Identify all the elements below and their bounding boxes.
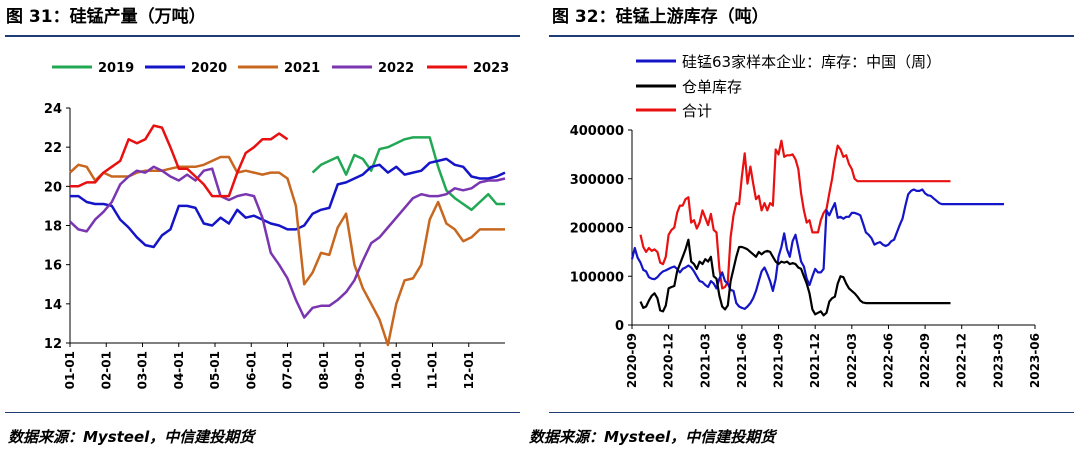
right-x-tick-label: 2023-03	[991, 333, 1005, 388]
right-x-tick-label: 2022-12	[955, 333, 969, 388]
right-y-tick-label: 100000	[570, 270, 624, 285]
right-chart-title: 图 32：硅锰上游库存（吨）	[552, 7, 769, 27]
left-x-tick-label: 06-01	[244, 351, 258, 389]
right-y-tick-label: 400000	[570, 124, 624, 139]
left-legend-label-2020: 2020	[191, 61, 227, 76]
left-y-tick-label: 14	[44, 298, 62, 313]
right-x-tick-label: 2021-09	[772, 333, 786, 388]
left-legend-label-2021: 2021	[284, 61, 320, 76]
right-x-tick-label: 2021-12	[808, 333, 822, 388]
left-y-tick-label: 16	[44, 259, 62, 274]
left-x-tick-label: 10-01	[389, 351, 403, 389]
right-series-line-3	[639, 139, 951, 290]
right-bottom-rule	[549, 412, 1074, 413]
left-y-tick-label: 22	[44, 141, 62, 156]
right-y-tick-label: 0	[615, 319, 624, 334]
right-x-tick-label: 2021-06	[735, 333, 749, 388]
right-legend-label-2: 仓单库存	[682, 78, 742, 96]
left-x-tick-label: 07-01	[281, 351, 295, 389]
right-x-tick-label: 2023-06	[1028, 333, 1042, 388]
right-x-tick-label: 2022-06	[881, 333, 895, 388]
left-series-line-2023	[70, 124, 289, 198]
left-series-line-2020	[70, 157, 506, 249]
right-y-tick-label: 200000	[570, 222, 624, 237]
right-x-tick-label: 2021-03	[698, 333, 712, 388]
left-title-rule	[5, 35, 520, 37]
left-x-tick-label: 09-01	[353, 351, 367, 389]
left-source-note: 数据来源：Mysteel，中信建投期货	[8, 428, 255, 446]
left-y-tick-label: 20	[44, 180, 62, 195]
left-y-tick-label: 18	[44, 220, 62, 235]
left-y-tick-label: 24	[44, 102, 62, 117]
left-x-tick-label: 02-01	[99, 351, 113, 389]
left-chart-title: 图 31：硅锰产量（万吨）	[6, 7, 206, 27]
left-x-tick-label: 01-01	[63, 351, 77, 389]
right-x-tick-label: 2020-12	[662, 333, 676, 388]
right-x-tick-label: 2022-09	[918, 333, 932, 388]
right-legend-label-3: 合计	[682, 102, 712, 120]
left-legend-label-2019: 2019	[98, 61, 134, 76]
left-series-line-2021	[69, 155, 505, 347]
right-x-tick-label: 2022-03	[845, 333, 859, 388]
left-y-tick-label: 12	[44, 337, 62, 352]
right-legend-label-1: 硅锰63家样本企业：库存：中国（周）	[682, 53, 941, 71]
left-x-tick-label: 03-01	[136, 351, 150, 389]
left-x-tick-label: 08-01	[317, 351, 331, 389]
left-series-line-2019	[311, 136, 505, 212]
left-series-line-2022	[69, 165, 506, 319]
left-bottom-rule	[5, 412, 520, 413]
right-title-rule	[549, 35, 1074, 37]
left-legend-label-2022: 2022	[378, 61, 414, 76]
left-x-tick-label: 04-01	[172, 351, 186, 389]
left-legend-label-2023: 2023	[473, 61, 509, 76]
right-series-line-2	[639, 238, 951, 317]
left-x-tick-label: 05-01	[208, 351, 222, 389]
left-x-tick-label: 12-01	[462, 351, 476, 389]
right-series-line-1	[630, 188, 1004, 310]
right-x-tick-label: 2020-09	[625, 333, 639, 388]
left-x-tick-label: 11-01	[426, 351, 440, 389]
right-source-note: 数据来源：Mysteel，中信建投期货	[529, 428, 776, 446]
right-y-tick-label: 300000	[570, 173, 624, 188]
